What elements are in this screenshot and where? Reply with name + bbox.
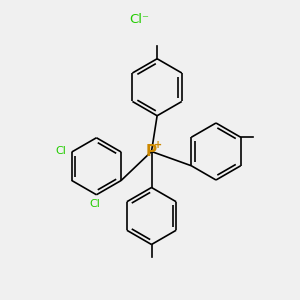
Text: P: P (146, 144, 157, 159)
Text: Cl⁻: Cl⁻ (129, 13, 149, 26)
Text: Cl: Cl (89, 199, 100, 209)
Text: Cl: Cl (56, 146, 67, 155)
Text: +: + (154, 140, 162, 150)
